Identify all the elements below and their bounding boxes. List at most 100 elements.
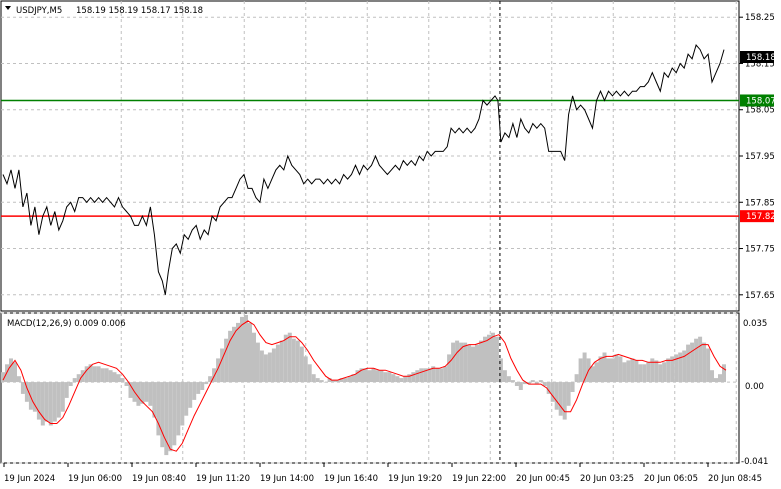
- macd-bar: [331, 380, 336, 383]
- macd-bar: [232, 326, 236, 383]
- macd-bar: [263, 354, 268, 382]
- macd-bar: [347, 376, 352, 383]
- macd-bar: [530, 380, 535, 383]
- time-tick-label: 20 Jun 00:45: [516, 474, 570, 484]
- macd-bar: [634, 360, 639, 383]
- macd-bar: [148, 382, 153, 406]
- macd-bar: [152, 382, 157, 418]
- macd-bar: [423, 368, 428, 383]
- macd-bar: [339, 378, 344, 382]
- macd-bar: [259, 350, 264, 383]
- macd-bar: [307, 364, 312, 383]
- macd-bar: [128, 382, 133, 398]
- macd-bar: [403, 376, 408, 383]
- macd-bar: [534, 382, 539, 385]
- symbol-label: USDJPY,M5: [16, 6, 62, 16]
- macd-bar: [698, 336, 703, 383]
- macd-axis-zero: 0.00: [745, 382, 764, 392]
- price-tick-label: 157.75: [745, 245, 775, 255]
- macd-bar: [574, 374, 579, 383]
- macd-bar: [710, 370, 714, 382]
- macd-bar: [510, 380, 515, 383]
- macd-bar: [427, 368, 432, 383]
- macd-bar: [196, 382, 201, 394]
- macd-bar: [395, 376, 400, 383]
- macd-bar: [546, 382, 551, 394]
- macd-bar: [718, 374, 722, 383]
- macd-bar: [188, 382, 193, 408]
- time-axis: 19 Jun 2024 19 Jun 06:00 19 Jun 08:40 19 Ju…: [3, 463, 762, 484]
- macd-bar: [224, 338, 229, 383]
- macd-bar: [283, 334, 288, 383]
- macd-bar: [590, 366, 595, 383]
- macd-bar: [216, 358, 221, 383]
- macd-bar: [252, 332, 256, 382]
- macd-bar: [271, 348, 276, 383]
- macd-bar: [291, 338, 296, 383]
- macd-bar: [335, 380, 340, 383]
- macd-bar: [164, 382, 169, 456]
- macd-bar: [120, 378, 125, 382]
- triangle-down-icon[interactable]: [5, 6, 11, 10]
- macd-bar: [562, 382, 567, 420]
- macd-bar: [60, 382, 65, 412]
- macd-bar: [359, 368, 364, 383]
- macd-bar: [415, 370, 420, 382]
- time-tick-label: 19 Jun 19:20: [388, 474, 442, 484]
- macd-bar: [526, 382, 531, 385]
- macd-bar: [694, 338, 699, 383]
- macd-bar: [558, 382, 563, 416]
- macd-bar: [686, 344, 691, 383]
- macd-bar: [16, 376, 21, 383]
- ohlc-values: 158.19 158.19 158.17 158.18: [76, 6, 203, 16]
- macd-bar: [28, 382, 33, 410]
- macd-bar: [522, 382, 527, 385]
- macd-bar: [136, 382, 141, 406]
- macd-bar: [124, 382, 129, 386]
- macd-bar: [706, 348, 711, 383]
- macd-bar: [1, 372, 5, 383]
- price-tick-label: 157.65: [745, 291, 775, 301]
- macd-bar: [208, 376, 213, 383]
- macd-bar: [56, 382, 61, 418]
- macd-bar: [518, 382, 523, 390]
- macd-bar: [267, 352, 272, 383]
- macd-bar: [351, 374, 356, 383]
- macd-bar: [192, 382, 197, 400]
- macd-bar: [387, 372, 392, 383]
- macd-bar: [319, 380, 324, 383]
- macd-bar: [375, 370, 380, 382]
- macd-bar: [411, 372, 416, 383]
- macd-bar: [92, 366, 97, 383]
- macd-bar: [690, 342, 695, 383]
- macd-bar: [570, 382, 575, 392]
- price-tick-label: 158.25: [745, 13, 775, 23]
- macd-bar: [662, 362, 667, 382]
- current-price-tag: [740, 51, 774, 63]
- macd-bar: [658, 364, 663, 383]
- macd-bar: [514, 382, 519, 386]
- macd-bar: [487, 334, 491, 383]
- macd-title: MACD(12,26,9) 0.009 0.006: [7, 319, 126, 329]
- macd-bar: [479, 340, 483, 382]
- macd-signal-line: [2, 320, 727, 452]
- macd-axis-top: 0.035: [743, 319, 767, 329]
- macd-bar: [606, 358, 611, 383]
- macd-bar: [431, 366, 436, 383]
- price-tick-label: 157.95: [745, 152, 775, 162]
- macd-bar: [244, 315, 248, 383]
- macd-bar: [391, 374, 396, 383]
- time-tick-label: 20 Jun 08:45: [708, 474, 762, 484]
- macd-bar: [84, 366, 89, 383]
- macd-bar: [435, 368, 440, 383]
- macd-bar: [13, 362, 17, 382]
- macd-bar: [467, 344, 472, 383]
- time-tick-label: 20 Jun 06:05: [644, 474, 698, 484]
- macd-bar: [407, 374, 412, 383]
- macd-bar: [363, 368, 368, 383]
- macd-bar: [287, 332, 292, 382]
- macd-bar: [602, 352, 607, 383]
- time-tick-label: 19 Jun 16:40: [324, 474, 378, 484]
- time-tick-label: 19 Jun 06:00: [68, 474, 122, 484]
